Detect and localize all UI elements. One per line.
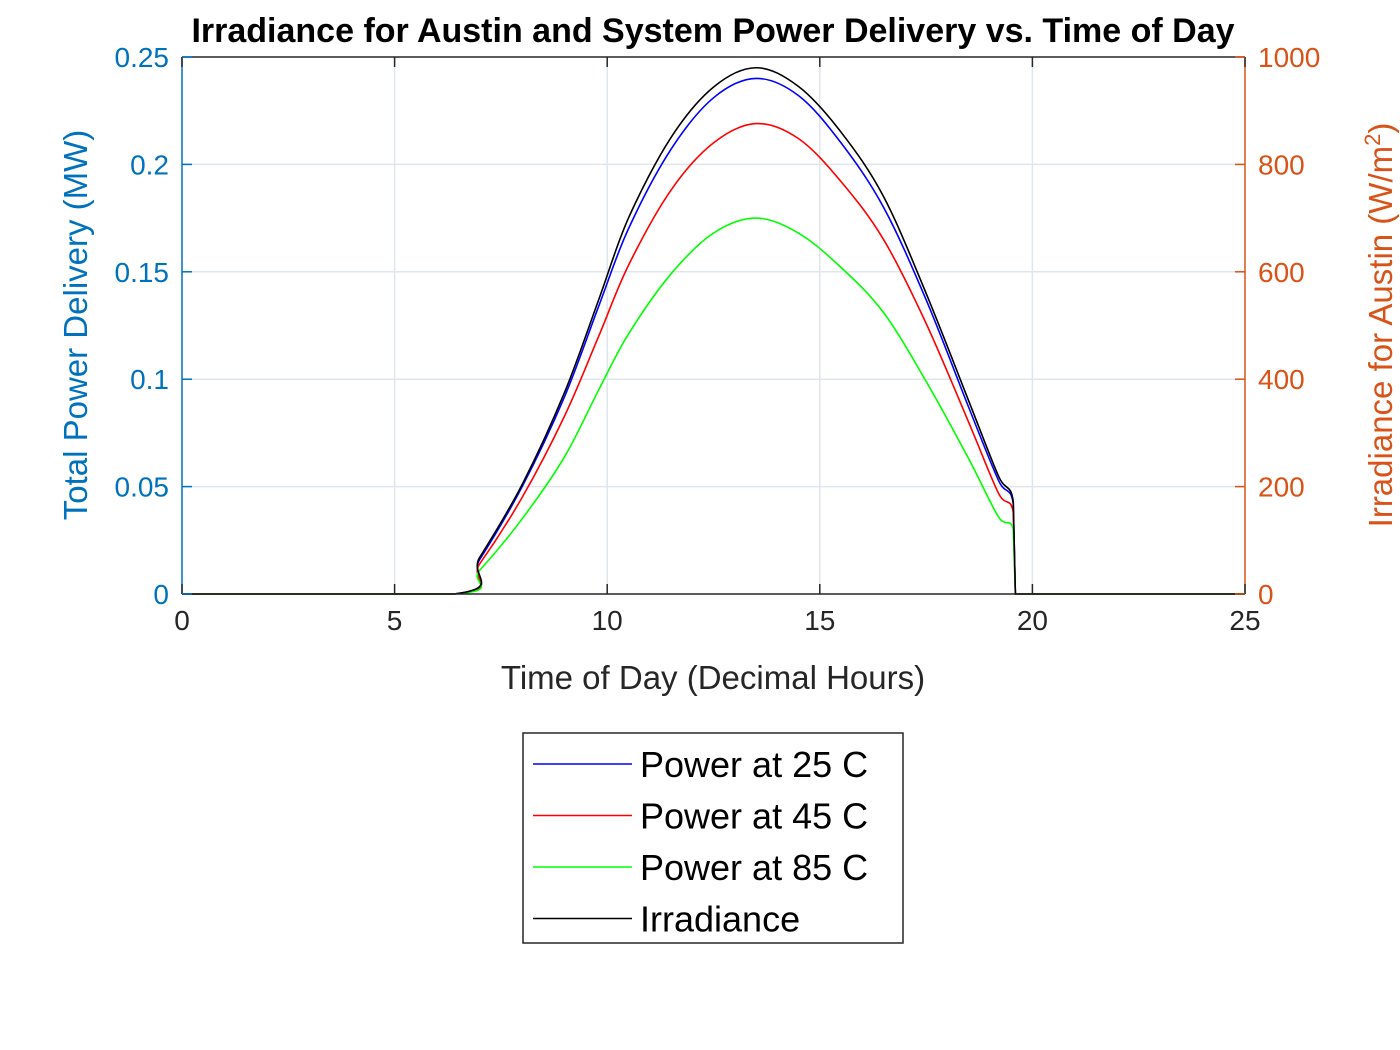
ticks: 0 5 10 15 20 2500.050.10.150.20.2502004006008… bbox=[115, 42, 1321, 636]
axes bbox=[181, 56, 1246, 595]
plot-area bbox=[182, 57, 1245, 594]
legend-box bbox=[522, 732, 904, 944]
x-tick-label: 10 bbox=[592, 605, 623, 636]
series-line-2 bbox=[182, 217, 1245, 595]
x-tick-label: 5 bbox=[387, 605, 403, 636]
legend-label-3: Irradiance bbox=[640, 899, 800, 940]
y-right-tick-label: 400 bbox=[1258, 364, 1305, 395]
y-axis-right-label-superscript: 2 bbox=[1360, 134, 1385, 146]
y-left-tick-label: 0.15 bbox=[115, 257, 170, 288]
legend-label-0: Power at 25 C bbox=[640, 744, 868, 785]
y-axis-right-label-close: ) bbox=[1362, 123, 1399, 134]
x-tick-label: 15 bbox=[804, 605, 835, 636]
y-axis-right-label: Irradiance for Austin (W/m2) bbox=[1360, 123, 1399, 528]
y-left-tick-label: 0.25 bbox=[115, 42, 170, 73]
legend: Power at 25 C Power at 45 C Power at 85 C I… bbox=[522, 732, 904, 944]
x-axis-label: Time of Day (Decimal Hours) bbox=[501, 659, 925, 696]
y-left-tick-label: 0 bbox=[153, 579, 169, 610]
y-right-tick-label: 1000 bbox=[1258, 42, 1320, 73]
series-line-0 bbox=[182, 77, 1245, 595]
y-axis-right-label-main: Irradiance for Austin (W/m bbox=[1362, 146, 1399, 527]
x-tick-label: 25 bbox=[1229, 605, 1260, 636]
y-left-tick-label: 0.05 bbox=[115, 472, 170, 503]
series-layer bbox=[182, 66, 1245, 595]
grid bbox=[182, 57, 1245, 594]
series-line-3 bbox=[182, 66, 1245, 595]
y-right-tick-label: 200 bbox=[1258, 472, 1305, 503]
y-left-tick-label: 0.1 bbox=[130, 364, 169, 395]
y-left-tick-label: 0.2 bbox=[130, 149, 169, 180]
x-tick-label: 20 bbox=[1017, 605, 1048, 636]
x-tick-label: 0 bbox=[174, 605, 190, 636]
legend-label-1: Power at 45 C bbox=[640, 796, 868, 837]
y-right-tick-label: 0 bbox=[1258, 579, 1274, 610]
chart-title: Irradiance for Austin and System Power D… bbox=[191, 12, 1234, 50]
y-right-tick-label: 800 bbox=[1258, 149, 1305, 180]
legend-entries: Power at 25 C Power at 45 C Power at 85 C I… bbox=[533, 744, 868, 940]
y-axis-left-label: Total Power Delivery (MW) bbox=[57, 130, 94, 521]
series-line-1 bbox=[182, 122, 1245, 595]
legend-label-2: Power at 85 C bbox=[640, 847, 868, 888]
y-right-tick-label: 600 bbox=[1258, 257, 1305, 288]
